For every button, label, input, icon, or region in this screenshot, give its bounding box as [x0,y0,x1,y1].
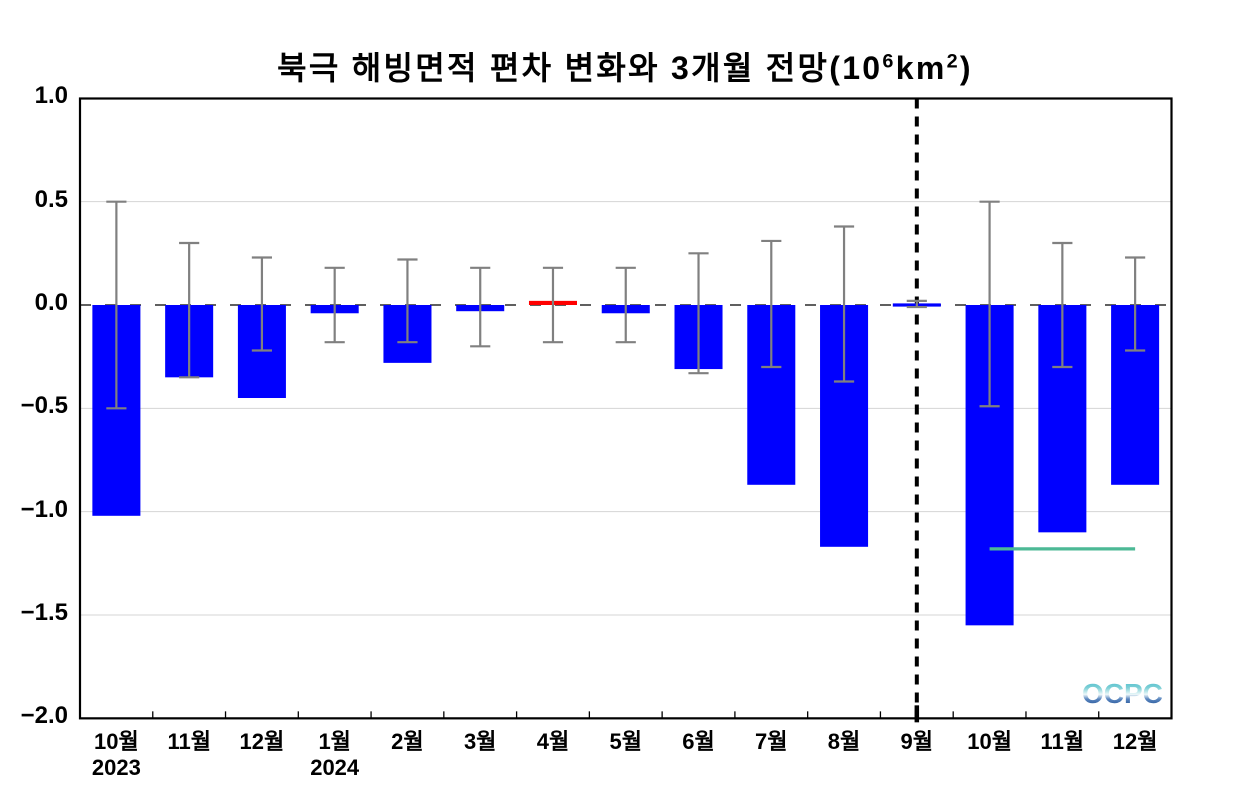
svg-text:OCPC: OCPC [1082,678,1163,709]
